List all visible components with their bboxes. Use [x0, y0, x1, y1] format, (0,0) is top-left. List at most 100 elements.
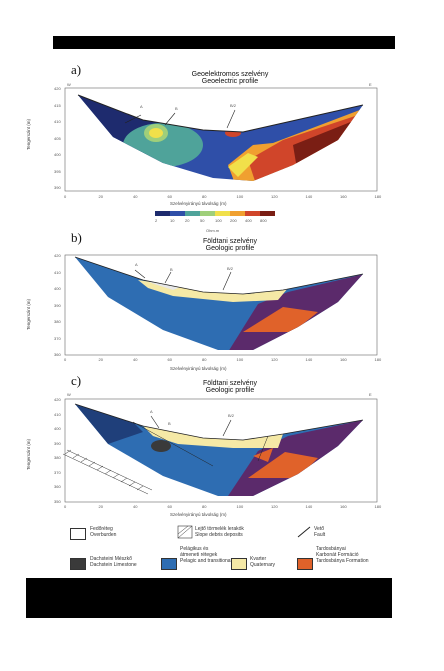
tick-label: 395 — [54, 168, 61, 174]
slope-debris-icon — [177, 525, 193, 539]
tick-label: 420 — [54, 253, 61, 258]
tick-label: 410 — [54, 411, 61, 417]
resistivity-colorbar — [155, 211, 275, 216]
marker-label-b: B — [175, 106, 178, 111]
tick-label: 20 — [98, 357, 103, 362]
colorbar-swatch — [215, 211, 230, 216]
marker-label-b2: B/2 — [230, 103, 237, 108]
tick-label: 415 — [54, 102, 61, 108]
colorbar-unit: Ohm.m — [206, 228, 220, 233]
tick-label: 400 — [54, 426, 61, 431]
tick-label: 0 — [64, 504, 67, 509]
tick-label: 370 — [54, 469, 61, 475]
tick-label: 80 — [202, 357, 207, 362]
corner-label-left: W — [67, 82, 71, 87]
tick-label: 370 — [54, 335, 61, 341]
panel-title: Földtani szelvény Geologic profile — [160, 238, 300, 252]
tick-label: 160 — [340, 194, 347, 199]
fault-icon — [297, 526, 311, 538]
tick-label: 400 — [245, 218, 252, 223]
panel-letter: a) — [71, 62, 82, 77]
y-axis-label: Tengerszint (m) — [26, 118, 31, 150]
tick-label: 360 — [54, 352, 61, 357]
legend-text-quaternary: Kvarter Quaternary — [250, 556, 276, 568]
legend-swatch-pelagic — [161, 558, 177, 570]
legend-text-slope-debris: Lejtő törmelék lerakók Slope debris depo… — [195, 526, 244, 538]
tick-label: 100 — [236, 504, 244, 509]
colorbar-swatch — [245, 211, 260, 216]
panel-letter: b) — [71, 230, 82, 245]
tick-label: 140 — [305, 504, 313, 509]
tick-label: 40 — [133, 357, 138, 362]
tick-label: 380 — [54, 455, 61, 460]
tick-label: 50 — [200, 218, 205, 223]
title-english: Geologic profile — [205, 245, 255, 252]
tick-label: 200 — [230, 218, 237, 223]
tick-label: 60 — [167, 194, 172, 199]
tick-label: 60 — [167, 504, 172, 509]
title-english: Geologic profile — [205, 387, 255, 394]
marker-label-b2: B/2 — [228, 413, 235, 418]
legend-text-pelagic: Pelágikus és átmeneti rétegek Pelagic an… — [180, 546, 232, 564]
legend-text-tardosbanya: Tardosbányai Karbonát Formáció Tardosbán… — [316, 546, 369, 564]
tick-label: 20 — [98, 194, 103, 199]
title-hungarian: Földtani szelvény — [202, 380, 258, 387]
tick-label: 20 — [185, 218, 190, 223]
geologic-section-b — [64, 254, 378, 356]
y-axis-label: Tengerszint (m) — [26, 438, 31, 470]
corner-label-right: E — [369, 392, 372, 397]
tick-label: 405 — [54, 135, 61, 141]
tick-label: 410 — [54, 269, 61, 275]
tick-label: 10 — [170, 218, 175, 223]
legend-swatch-dachstein — [70, 558, 86, 570]
panel-title: Földtani szelvény Geologic profile — [160, 380, 300, 394]
tick-label: 80 — [202, 504, 207, 509]
legend-swatch-tardosbanya — [297, 558, 313, 570]
tick-label: 140 — [305, 357, 313, 362]
tick-label: 2 — [155, 218, 158, 223]
redacted-caption-bar — [26, 578, 392, 618]
marker-label-a: A — [135, 262, 138, 267]
colorbar-swatch — [185, 211, 200, 216]
colorbar-swatch — [155, 211, 170, 216]
tick-label: 120 — [271, 194, 278, 199]
tick-label: 160 — [340, 504, 347, 509]
tick-label: 140 — [305, 194, 313, 199]
tick-label: 40 — [133, 504, 138, 509]
panel-title: Geoelektromos szelvény Geoelectric profi… — [160, 71, 300, 85]
colorbar-swatch — [230, 211, 245, 216]
tick-label: 40 — [133, 194, 138, 199]
tick-label: 360 — [54, 484, 61, 489]
legend-swatch-quaternary — [231, 558, 247, 570]
tick-label: 380 — [54, 319, 61, 324]
legend-text-fault: Vető Fault — [314, 526, 326, 538]
title-hungarian: Földtani szelvény — [202, 238, 258, 245]
tick-label: 390 — [54, 185, 61, 190]
geologic-section-c — [62, 398, 378, 503]
colorbar-swatch — [200, 211, 215, 216]
tick-label: 180 — [374, 357, 382, 362]
tick-label: 390 — [54, 302, 61, 308]
title-english: Geoelectric profile — [201, 78, 259, 85]
tick-label: 800 — [260, 218, 267, 223]
tick-label: 400 — [54, 152, 61, 157]
tick-label: 0 — [64, 357, 67, 362]
marker-label-b: B — [168, 421, 171, 426]
marker-label-a: A — [150, 409, 153, 414]
tick-label: 180 — [374, 504, 382, 509]
title-hungarian: Geoelektromos szelvény — [191, 71, 269, 78]
tick-label: 400 — [54, 286, 61, 291]
colorbar-swatch — [260, 211, 275, 216]
tick-label: 160 — [340, 357, 347, 362]
tick-label: 120 — [271, 357, 278, 362]
x-axis-label: Szelvényirányú távolság (m) — [170, 512, 227, 517]
marker-label-a: A — [140, 104, 143, 109]
y-axis-label: Tengerszint (m) — [26, 298, 31, 330]
legend-text-dachstein: Dachsteini Mészkő Dachstein Limestone — [90, 556, 137, 568]
tick-label: 100 — [215, 218, 222, 223]
tick-label: 350 — [54, 498, 61, 504]
tick-label: 0 — [64, 194, 67, 199]
tick-label: 120 — [271, 504, 278, 509]
geoelectric-section — [64, 87, 378, 192]
tick-label: 100 — [236, 357, 244, 362]
